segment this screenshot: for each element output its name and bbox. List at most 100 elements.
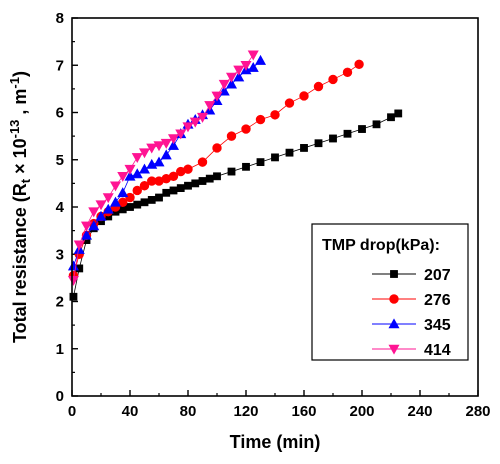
data-point-276	[212, 143, 222, 153]
data-point-414	[240, 60, 252, 71]
legend-label: 414	[424, 342, 451, 359]
y-axis-title-prefix: Total resistance (R	[10, 183, 30, 343]
data-point-345	[160, 149, 172, 160]
x-tick-label: 160	[291, 403, 316, 420]
data-point-414	[95, 200, 107, 211]
x-tick-label: 200	[349, 403, 374, 420]
legend-entries: 207 276 345 414	[372, 267, 451, 359]
y-tick-label: 2	[56, 294, 64, 311]
y-tick-label: 5	[56, 152, 64, 169]
data-point-207	[162, 188, 171, 197]
y-tick-label: 6	[56, 105, 64, 122]
legend-entry-414: 414	[372, 342, 451, 359]
data-point-207	[271, 153, 279, 162]
data-point-414	[131, 153, 143, 164]
legend-label: 345	[424, 317, 451, 334]
y-tick-label: 4	[56, 199, 65, 216]
data-point-414	[218, 79, 230, 90]
series-414	[67, 50, 259, 286]
data-point-414	[225, 72, 238, 83]
data-point-345	[102, 203, 114, 214]
legend-marker	[389, 294, 399, 304]
data-point-414	[204, 101, 216, 112]
y-axis-title-unit-exponent: -1	[7, 77, 22, 89]
data-point-207	[394, 109, 403, 118]
data-point-414	[182, 122, 194, 133]
x-tick-label: 80	[180, 403, 197, 420]
data-point-414	[88, 207, 100, 218]
data-point-207	[169, 186, 178, 195]
data-point-207	[191, 179, 200, 188]
data-point-276	[226, 131, 237, 141]
y-tick-label: 0	[56, 388, 64, 405]
data-point-345	[95, 210, 107, 221]
data-point-207	[343, 129, 352, 138]
data-point-414	[109, 181, 122, 192]
data-point-345	[247, 61, 259, 72]
data-point-207	[133, 200, 142, 209]
data-point-276	[139, 181, 150, 191]
y-axis-title-multiplier: × 10	[10, 138, 30, 179]
data-point-207	[184, 181, 192, 190]
data-point-207	[213, 172, 221, 181]
data-point-345	[167, 139, 180, 150]
data-point-207	[140, 198, 149, 207]
data-point-414	[67, 275, 79, 286]
legend-marker	[388, 344, 400, 355]
data-point-345	[233, 71, 245, 82]
legend-title: TMP drop(kPa):	[322, 237, 440, 254]
legend-marker	[390, 270, 398, 278]
data-point-276	[241, 124, 251, 134]
data-point-276	[342, 67, 353, 78]
legend-entry-345: 345	[372, 317, 451, 334]
data-point-276	[125, 192, 135, 203]
data-point-207	[198, 177, 207, 185]
data-point-276	[284, 98, 295, 108]
data-point-414	[167, 134, 180, 145]
data-point-414	[73, 240, 85, 251]
data-point-276	[132, 185, 142, 196]
data-point-207	[242, 162, 250, 171]
data-point-276	[197, 157, 208, 167]
data-point-345	[88, 220, 100, 231]
data-point-207	[387, 113, 395, 122]
x-tick-label: 120	[233, 403, 258, 420]
y-axis-title: Total resistance (Rt × 10-13 , m-1)	[7, 71, 33, 343]
data-point-345	[225, 78, 238, 89]
series-layer	[67, 50, 403, 301]
data-point-414	[124, 164, 136, 175]
data-point-207	[314, 139, 323, 148]
data-point-276	[313, 81, 324, 92]
y-tick-label: 1	[56, 341, 64, 358]
legend-box	[311, 223, 469, 361]
y-tick-label: 8	[56, 10, 64, 27]
data-point-414	[211, 91, 223, 102]
y-tick-label: 3	[56, 246, 64, 263]
data-point-207	[69, 292, 78, 301]
data-point-276	[255, 114, 266, 125]
data-point-414	[146, 143, 158, 154]
data-point-414	[117, 171, 129, 182]
data-point-207	[147, 196, 156, 204]
data-point-345	[117, 187, 129, 198]
data-point-345	[109, 196, 122, 207]
data-point-207	[329, 134, 337, 143]
data-point-207	[205, 174, 214, 183]
data-point-207	[126, 203, 134, 211]
data-point-414	[247, 50, 259, 61]
data-point-276	[354, 59, 364, 70]
data-point-276	[328, 74, 338, 85]
data-point-276	[168, 171, 179, 181]
x-tick-label: 240	[407, 403, 432, 420]
y-axis-title-subscript: t	[18, 178, 33, 183]
y-axis-title-exponent: -13	[7, 120, 22, 139]
legend-marker	[388, 318, 400, 329]
data-point-276	[270, 110, 280, 120]
data-point-207	[155, 193, 163, 202]
data-point-207	[176, 184, 185, 192]
legend-entry-207: 207	[372, 267, 451, 284]
x-tick-label: 0	[68, 403, 76, 420]
data-point-414	[175, 129, 187, 140]
data-point-345	[80, 229, 93, 240]
